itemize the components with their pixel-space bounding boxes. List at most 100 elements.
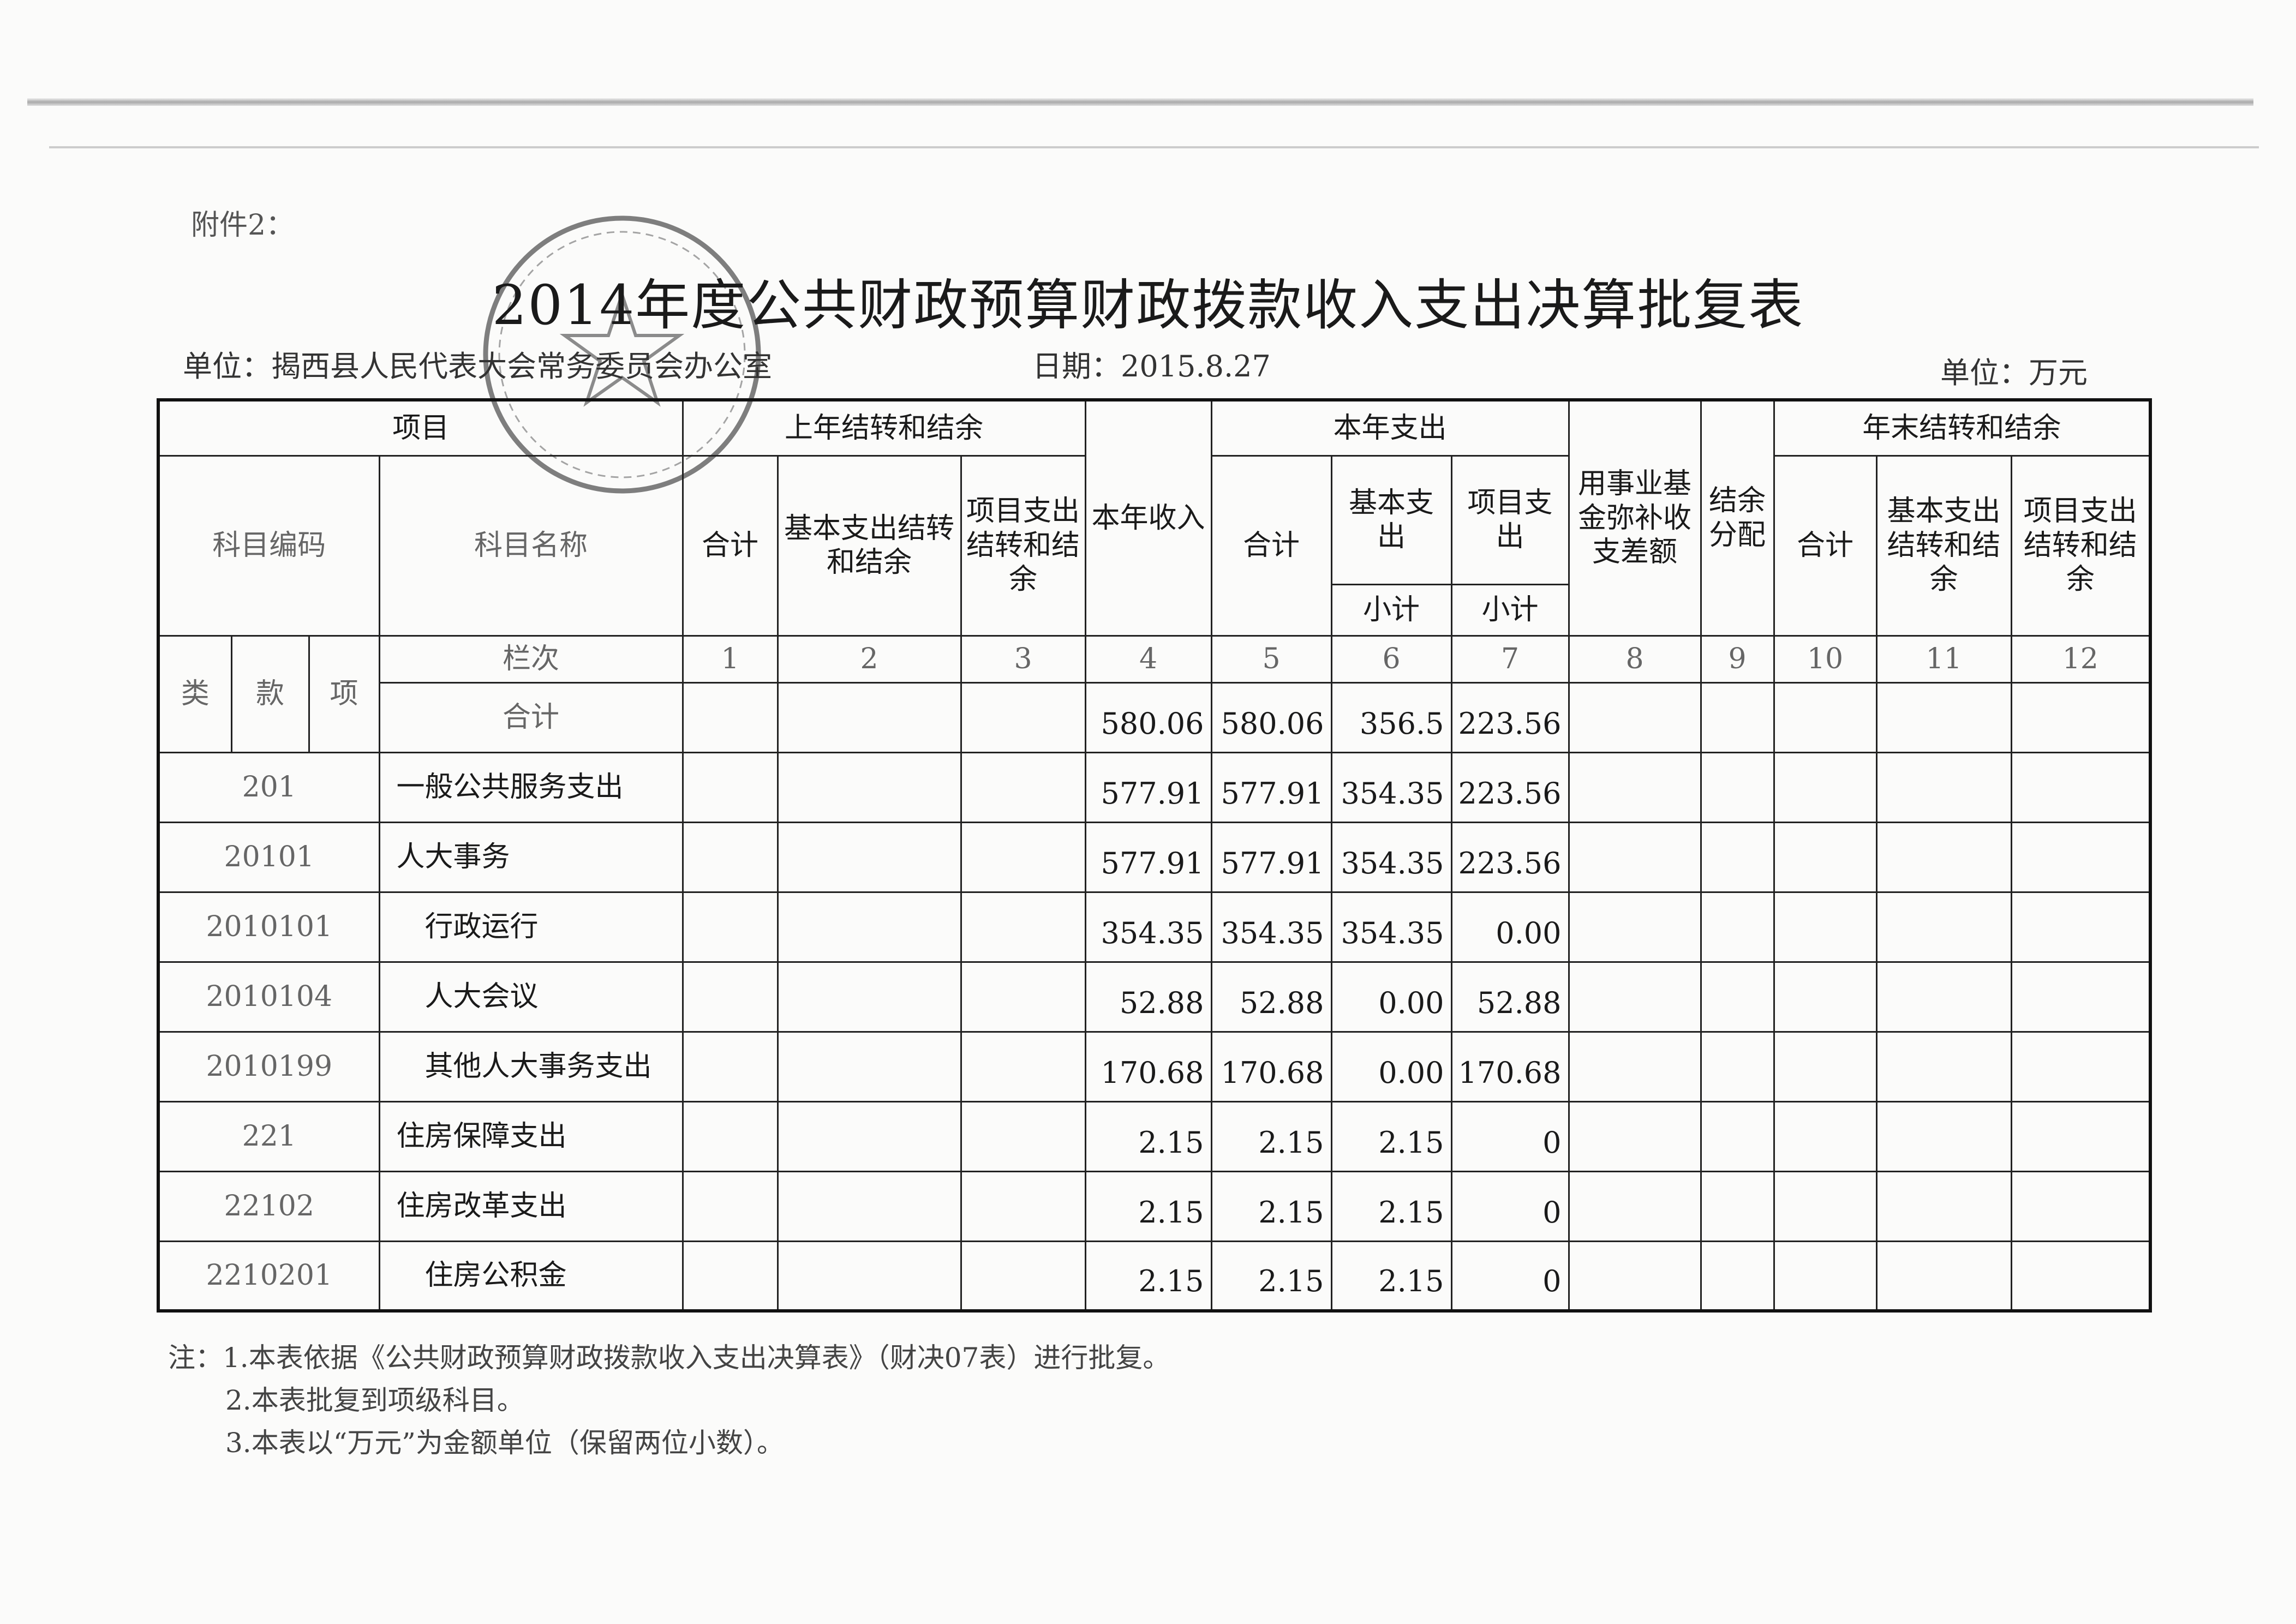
note-3: 3.本表以“万元”为金额单位（保留两位小数）。: [225, 1427, 784, 1459]
header-end-total: 合计: [1773, 454, 1878, 637]
total-cell: 223.56: [1450, 681, 1570, 753]
value-cell: [776, 1240, 962, 1312]
value-cell: [960, 751, 1086, 823]
value-cell: [681, 751, 779, 823]
header-kuan: 款: [230, 634, 310, 753]
value-cell: [1700, 751, 1775, 823]
value-cell: 52.88: [1210, 961, 1332, 1033]
total-cell: 356.5: [1330, 681, 1452, 753]
value-cell: [681, 961, 779, 1033]
value-cell: 170.68: [1210, 1030, 1332, 1102]
value-cell: [1700, 1030, 1775, 1102]
value-cell: 52.88: [1450, 961, 1570, 1033]
total-cell: [776, 681, 962, 753]
header-prev-project: 项目支出结转和结余: [960, 454, 1086, 637]
value-cell: [1875, 1100, 2012, 1172]
value-cell: 577.91: [1084, 821, 1212, 893]
column-number: 12: [2010, 634, 2151, 684]
value-cell: 2.15: [1330, 1240, 1452, 1312]
value-cell: [2010, 1170, 2151, 1242]
value-cell: 2.15: [1084, 1240, 1212, 1312]
value-cell: [1700, 1170, 1775, 1242]
subject-code: 20101: [157, 821, 380, 893]
column-number: 8: [1568, 634, 1702, 684]
total-cell: 580.06: [1084, 681, 1212, 753]
value-cell: [1568, 1170, 1702, 1242]
subject-name: 住房公积金: [378, 1240, 684, 1312]
value-cell: 577.91: [1210, 751, 1332, 823]
table-row: 2210201 住房公积金 2.15 2.15 2.15 0: [157, 1240, 2151, 1312]
value-cell: 354.35: [1210, 891, 1332, 963]
header-prev-total: 合计: [681, 454, 779, 637]
header-end-balance: 年末结转和结余: [1773, 399, 2151, 457]
value-cell: 2.15: [1210, 1240, 1332, 1312]
subject-name: 住房保障支出: [378, 1100, 684, 1172]
value-cell: 2.15: [1084, 1100, 1212, 1172]
subject-code: 2010199: [157, 1030, 380, 1102]
header-row-no: 栏次: [378, 634, 684, 684]
subject-code: 2210201: [157, 1240, 380, 1312]
header-code: 科目编码: [157, 454, 380, 637]
header-lei: 类: [157, 634, 232, 753]
value-cell: [1875, 891, 2012, 963]
value-cell: [1773, 1170, 1878, 1242]
value-cell: 2.15: [1210, 1100, 1332, 1172]
value-cell: [960, 961, 1086, 1033]
header-prev-balance: 上年结转和结余: [681, 399, 1086, 457]
value-cell: [1700, 1240, 1775, 1312]
subject-code: 2010101: [157, 891, 380, 963]
value-cell: [960, 1170, 1086, 1242]
header-item: 项目: [157, 399, 684, 457]
note-1: 注：1.本表依据《公共财政预算财政拨款收入支出决算表》（财决07表）进行批复。: [168, 1342, 1170, 1374]
date: 日期：2015.8.27: [1032, 349, 1271, 383]
subject-code: 22102: [157, 1170, 380, 1242]
header-expense: 本年支出: [1210, 399, 1570, 457]
value-cell: [776, 1170, 962, 1242]
value-cell: [681, 1030, 779, 1102]
total-cell: [1773, 681, 1878, 753]
value-cell: [1700, 821, 1775, 893]
value-cell: [1773, 821, 1878, 893]
column-number: 2: [776, 634, 962, 684]
subject-code: 221: [157, 1100, 380, 1172]
value-cell: [960, 891, 1086, 963]
value-cell: 223.56: [1450, 821, 1570, 893]
value-cell: [1568, 751, 1702, 823]
value-cell: [1875, 1030, 2012, 1102]
value-cell: [1773, 891, 1878, 963]
value-cell: 577.91: [1210, 821, 1332, 893]
value-cell: 577.91: [1084, 751, 1212, 823]
header-end-project: 项目支出结转和结余: [2010, 454, 2151, 637]
page-title: 2014年度公共财政预算财政拨款收入支出决算批复表: [492, 273, 1804, 337]
column-number: 3: [960, 634, 1086, 684]
value-cell: [776, 1030, 962, 1102]
value-cell: [1773, 751, 1878, 823]
header-name: 科目名称: [378, 454, 684, 637]
value-cell: 354.35: [1330, 751, 1452, 823]
value-cell: [776, 1100, 962, 1172]
value-cell: 0: [1450, 1240, 1570, 1312]
header-income: 本年收入: [1084, 399, 1212, 637]
value-cell: [776, 961, 962, 1033]
value-cell: [1568, 961, 1702, 1033]
value-cell: [1568, 1100, 1702, 1172]
value-cell: [776, 751, 962, 823]
value-cell: [681, 1240, 779, 1312]
column-number: 9: [1700, 634, 1775, 684]
notes: 注：1.本表依据《公共财政预算财政拨款收入支出决算表》（财决07表）进行批复。 …: [168, 1337, 1170, 1464]
value-cell: 170.68: [1450, 1030, 1570, 1102]
subject-code: 2010104: [157, 961, 380, 1033]
value-cell: 0: [1450, 1170, 1570, 1242]
value-cell: 0.00: [1330, 961, 1452, 1033]
value-cell: [1875, 961, 2012, 1033]
total-cell: [960, 681, 1086, 753]
value-cell: 0: [1450, 1100, 1570, 1172]
header-fund-offset: 用事业基金弥补收支差额: [1568, 399, 1702, 637]
header-subtotal: 小计: [1330, 583, 1452, 637]
value-cell: 354.35: [1084, 891, 1212, 963]
column-number: 7: [1450, 634, 1570, 684]
value-cell: 354.35: [1330, 821, 1452, 893]
value-cell: [2010, 1240, 2151, 1312]
unit-organization: 单位：揭西县人民代表大会常务委员会办公室: [183, 349, 772, 383]
currency-unit: 单位：万元: [1940, 356, 2088, 390]
